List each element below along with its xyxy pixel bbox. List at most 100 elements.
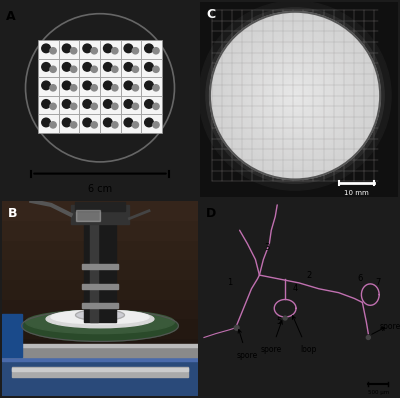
Text: 3: 3 [265,243,270,252]
Circle shape [145,62,153,71]
Circle shape [366,336,370,339]
Bar [74,202,126,211]
Circle shape [62,81,71,90]
Bar [38,59,59,77]
Bar [2,338,198,357]
Circle shape [42,62,50,71]
Bar [2,259,198,279]
Circle shape [83,62,92,71]
Bar [100,77,120,96]
Bar [141,59,162,77]
Bar [2,356,198,361]
Circle shape [83,44,92,53]
Circle shape [62,44,71,53]
Bar [2,201,198,220]
Text: 10 mm: 10 mm [344,190,369,196]
Circle shape [270,71,320,120]
Bar [76,210,100,221]
Bar [84,215,116,322]
Circle shape [70,103,77,109]
Circle shape [238,40,352,151]
Circle shape [153,85,159,91]
Text: 4: 4 [292,284,298,293]
Bar [141,77,162,96]
Bar [59,40,80,59]
Circle shape [70,85,77,91]
Bar [38,77,59,96]
Circle shape [50,103,56,109]
Circle shape [153,48,159,54]
Bar [82,303,118,308]
Bar [120,59,141,77]
Bar [2,353,198,396]
Circle shape [132,103,138,109]
Circle shape [293,94,297,98]
Text: 5: 5 [276,317,282,326]
Circle shape [256,57,334,134]
Circle shape [112,122,118,128]
Bar [141,96,162,114]
Bar [59,77,80,96]
Circle shape [112,48,118,54]
Circle shape [145,100,153,108]
Circle shape [234,326,239,330]
Text: spore: spore [237,351,258,360]
Bar [100,59,120,77]
Circle shape [230,31,360,160]
Circle shape [50,122,56,128]
Circle shape [104,100,112,108]
Text: loop: loop [301,345,317,354]
Circle shape [112,66,118,72]
Circle shape [83,118,92,127]
Bar [90,215,98,322]
Bar [2,220,198,240]
Bar [120,77,141,96]
Circle shape [42,81,50,90]
Circle shape [279,80,311,112]
Bar [59,114,80,133]
Ellipse shape [76,310,124,320]
Circle shape [264,65,326,126]
Circle shape [132,122,138,128]
Circle shape [91,85,97,91]
Bar [80,40,100,59]
Circle shape [124,44,133,53]
Ellipse shape [22,310,178,341]
Circle shape [262,62,328,129]
Bar [2,279,198,298]
Bar [100,114,120,133]
Circle shape [210,12,380,179]
Circle shape [62,118,71,127]
Bar [2,318,198,338]
Circle shape [145,44,153,53]
Bar [80,96,100,114]
Circle shape [42,100,50,108]
Bar [71,205,130,224]
Text: 7: 7 [376,278,381,287]
Circle shape [42,44,50,53]
Circle shape [83,81,92,90]
Bar [2,314,22,357]
Circle shape [273,74,317,117]
Circle shape [91,48,97,54]
Circle shape [104,62,112,71]
Bar [80,77,100,96]
Bar [59,96,80,114]
Circle shape [276,77,314,115]
Text: 6: 6 [358,275,363,283]
Bar [80,114,100,133]
Circle shape [224,26,366,165]
Text: 2: 2 [306,271,312,280]
Circle shape [259,60,332,131]
Circle shape [267,68,323,123]
Circle shape [70,122,77,128]
Text: A: A [6,10,16,23]
Bar [38,96,59,114]
Bar [2,298,198,318]
Bar [2,240,198,259]
Bar [2,344,198,347]
Circle shape [50,85,56,91]
Bar [2,377,198,396]
Bar [141,114,162,133]
Circle shape [132,66,138,72]
